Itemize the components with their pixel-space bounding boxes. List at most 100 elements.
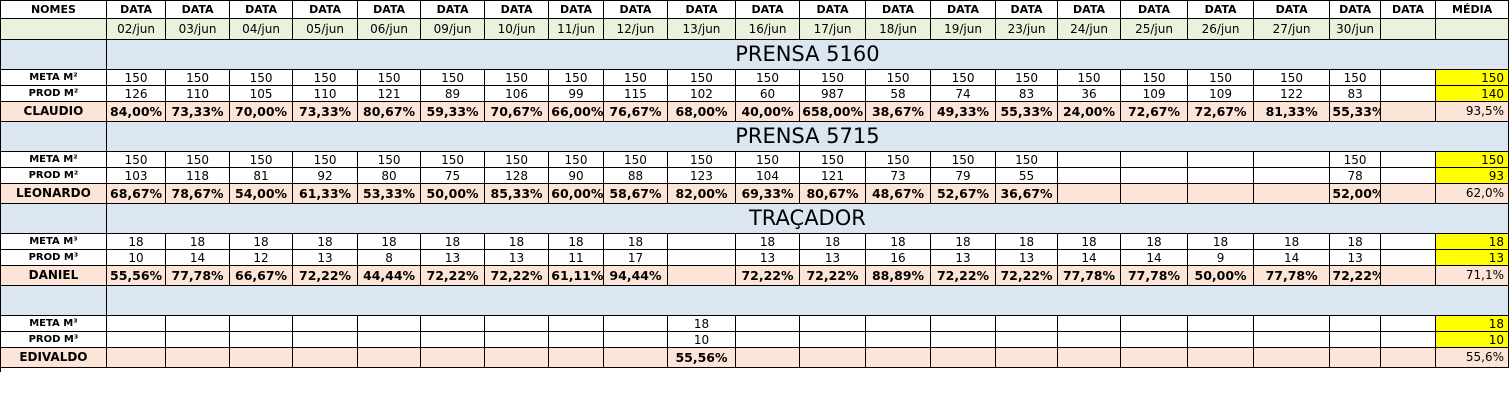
meta-value-cell[interactable]: 150 bbox=[734, 69, 801, 86]
person-value-cell[interactable]: 40,00% bbox=[734, 101, 801, 122]
date-cell[interactable]: 04/jun bbox=[228, 18, 294, 40]
person-value-cell[interactable] bbox=[799, 347, 866, 368]
header-cell-data[interactable]: DATA bbox=[1329, 0, 1381, 19]
person-value-cell[interactable]: 77,78% bbox=[1119, 265, 1189, 286]
person-average-cell[interactable]: 62,0% bbox=[1435, 183, 1509, 204]
header-cell-data[interactable]: DATA bbox=[799, 0, 866, 19]
prod-value-cell[interactable]: 88 bbox=[602, 167, 669, 184]
prod-average-cell[interactable]: 140 bbox=[1435, 85, 1509, 102]
person-value-cell[interactable]: 82,00% bbox=[667, 183, 736, 204]
person-value-cell[interactable]: 50,00% bbox=[420, 183, 485, 204]
prod-value-cell[interactable]: 73 bbox=[864, 167, 932, 184]
date-cell[interactable]: 03/jun bbox=[165, 18, 230, 40]
meta-value-cell[interactable] bbox=[1379, 315, 1437, 332]
person-value-cell[interactable]: 66,00% bbox=[548, 101, 604, 122]
prod-value-cell[interactable]: 110 bbox=[165, 85, 230, 102]
section-title[interactable]: PRENSA 5160 bbox=[105, 39, 1510, 70]
prod-label[interactable]: PROD M³ bbox=[0, 331, 107, 348]
person-value-cell[interactable]: 72,22% bbox=[420, 265, 485, 286]
prod-value-cell[interactable]: 17 bbox=[602, 249, 669, 266]
prod-value-cell[interactable]: 83 bbox=[1329, 85, 1381, 102]
header-cell-data[interactable]: DATA bbox=[1379, 0, 1437, 19]
prod-value-cell[interactable]: 13 bbox=[799, 249, 866, 266]
meta-label[interactable]: META M³ bbox=[0, 233, 107, 250]
meta-value-cell[interactable]: 150 bbox=[356, 69, 422, 86]
person-value-cell[interactable]: 66,67% bbox=[228, 265, 294, 286]
meta-average-cell[interactable]: 18 bbox=[1435, 315, 1509, 332]
meta-value-cell[interactable] bbox=[1119, 151, 1189, 168]
prod-value-cell[interactable]: 121 bbox=[356, 85, 422, 102]
prod-value-cell[interactable]: 13 bbox=[734, 249, 801, 266]
date-cell[interactable]: 17/jun bbox=[799, 18, 866, 40]
date-cell[interactable]: 13/jun bbox=[667, 18, 736, 40]
section-title-blank[interactable] bbox=[0, 39, 107, 70]
meta-average-cell[interactable]: 18 bbox=[1435, 233, 1509, 250]
prod-value-cell[interactable]: 12 bbox=[228, 249, 294, 266]
person-value-cell[interactable]: 72,22% bbox=[1329, 265, 1381, 286]
person-value-cell[interactable]: 52,00% bbox=[1329, 183, 1381, 204]
meta-value-cell[interactable]: 18 bbox=[1252, 233, 1331, 250]
operator-name[interactable]: DANIEL bbox=[0, 265, 107, 286]
person-value-cell[interactable]: 72,67% bbox=[1187, 101, 1254, 122]
person-value-cell[interactable] bbox=[1187, 183, 1254, 204]
meta-average-cell[interactable]: 150 bbox=[1435, 69, 1509, 86]
section-title-blank[interactable] bbox=[0, 285, 107, 316]
meta-value-cell[interactable]: 18 bbox=[420, 233, 485, 250]
person-value-cell[interactable] bbox=[667, 265, 736, 286]
person-value-cell[interactable]: 84,00% bbox=[105, 101, 167, 122]
meta-value-cell[interactable]: 150 bbox=[105, 69, 167, 86]
meta-value-cell[interactable]: 150 bbox=[292, 69, 358, 86]
prod-value-cell[interactable] bbox=[292, 331, 358, 348]
meta-label[interactable]: META M² bbox=[0, 151, 107, 168]
header-cell-data[interactable]: DATA bbox=[864, 0, 932, 19]
person-average-cell[interactable]: 71,1% bbox=[1435, 265, 1509, 286]
meta-label[interactable]: META M² bbox=[0, 69, 107, 86]
prod-value-cell[interactable]: 13 bbox=[1329, 249, 1381, 266]
meta-value-cell[interactable]: 150 bbox=[734, 151, 801, 168]
meta-label[interactable]: META M³ bbox=[0, 315, 107, 332]
prod-value-cell[interactable]: 121 bbox=[799, 167, 866, 184]
person-value-cell[interactable]: 78,67% bbox=[165, 183, 230, 204]
meta-value-cell[interactable]: 150 bbox=[667, 69, 736, 86]
prod-value-cell[interactable] bbox=[602, 331, 669, 348]
person-value-cell[interactable] bbox=[734, 347, 801, 368]
person-value-cell[interactable] bbox=[1379, 347, 1437, 368]
person-value-cell[interactable]: 49,33% bbox=[930, 101, 996, 122]
person-value-cell[interactable]: 68,00% bbox=[667, 101, 736, 122]
person-value-cell[interactable]: 77,78% bbox=[1252, 265, 1331, 286]
prod-label[interactable]: PROD M³ bbox=[0, 249, 107, 266]
operator-name[interactable]: EDIVALDO bbox=[0, 347, 107, 368]
tail-cell[interactable] bbox=[0, 367, 107, 372]
prod-value-cell[interactable]: 118 bbox=[165, 167, 230, 184]
header-cell-data[interactable]: DATA bbox=[1057, 0, 1121, 19]
prod-value-cell[interactable]: 78 bbox=[1329, 167, 1381, 184]
prod-value-cell[interactable]: 13 bbox=[930, 249, 996, 266]
date-cell[interactable]: 12/jun bbox=[602, 18, 669, 40]
meta-value-cell[interactable]: 150 bbox=[548, 151, 604, 168]
prod-value-cell[interactable]: 58 bbox=[864, 85, 932, 102]
person-value-cell[interactable]: 59,33% bbox=[420, 101, 485, 122]
person-value-cell[interactable]: 36,67% bbox=[994, 183, 1059, 204]
prod-value-cell[interactable]: 14 bbox=[1119, 249, 1189, 266]
person-value-cell[interactable] bbox=[1119, 183, 1189, 204]
meta-value-cell[interactable]: 18 bbox=[105, 233, 167, 250]
date-cell[interactable]: 09/jun bbox=[420, 18, 485, 40]
prod-value-cell[interactable] bbox=[930, 331, 996, 348]
person-value-cell[interactable] bbox=[1379, 183, 1437, 204]
section-title[interactable]: TRAÇADOR bbox=[105, 203, 1510, 234]
prod-value-cell[interactable] bbox=[994, 331, 1059, 348]
prod-value-cell[interactable]: 79 bbox=[930, 167, 996, 184]
person-value-cell[interactable]: 72,22% bbox=[292, 265, 358, 286]
prod-value-cell[interactable] bbox=[864, 331, 932, 348]
prod-value-cell[interactable]: 11 bbox=[548, 249, 604, 266]
prod-value-cell[interactable]: 103 bbox=[105, 167, 167, 184]
section-title[interactable]: PRENSA 5715 bbox=[105, 121, 1510, 152]
date-cell[interactable]: 05/jun bbox=[292, 18, 358, 40]
date-cell[interactable]: 30/jun bbox=[1329, 18, 1381, 40]
header-cell-data[interactable]: DATA bbox=[734, 0, 801, 19]
person-value-cell[interactable]: 70,67% bbox=[483, 101, 550, 122]
meta-value-cell[interactable]: 150 bbox=[292, 151, 358, 168]
meta-average-cell[interactable]: 150 bbox=[1435, 151, 1509, 168]
meta-value-cell[interactable] bbox=[1379, 69, 1437, 86]
person-value-cell[interactable] bbox=[1057, 183, 1121, 204]
